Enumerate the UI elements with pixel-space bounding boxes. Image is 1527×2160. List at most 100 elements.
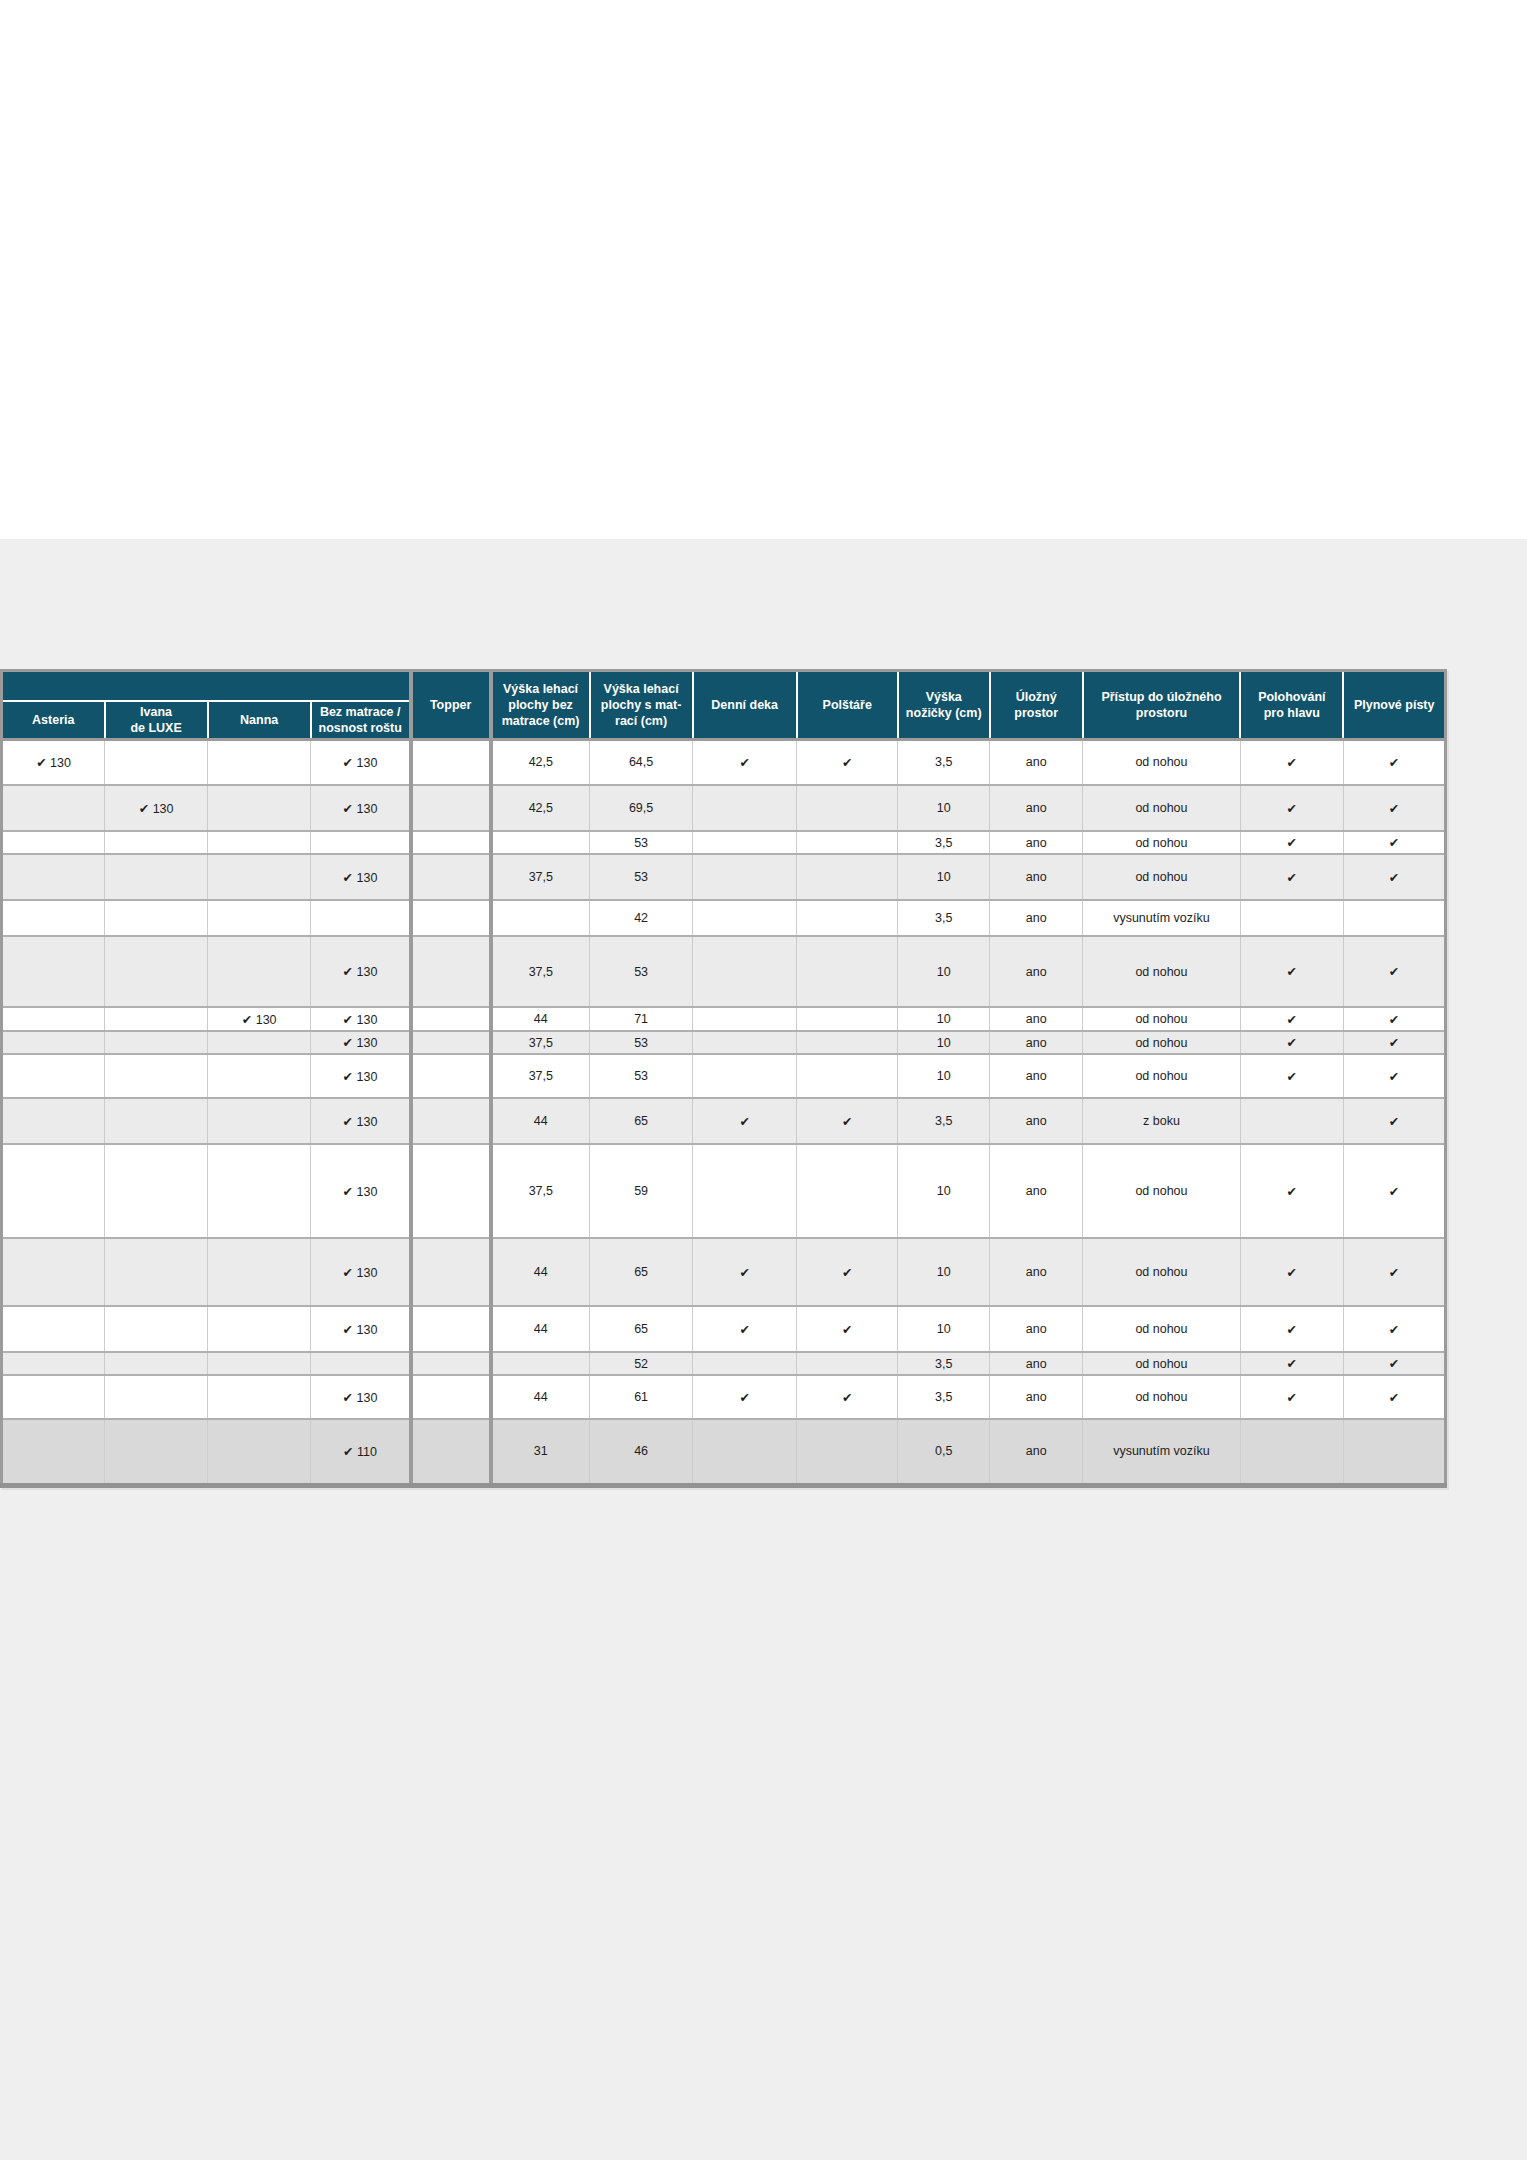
cell-ivana: ✔ 130 <box>105 785 208 831</box>
cell-polohovani <box>1240 900 1343 936</box>
cell-ulozny: ano <box>990 1144 1083 1238</box>
cell-asteria <box>2 900 105 936</box>
cell-polohovani: ✔ <box>1240 1238 1343 1306</box>
cell-asteria <box>2 1054 105 1098</box>
col-header-ulozny-prostor: Úložný prostor <box>990 671 1083 740</box>
cell-deka <box>693 1352 797 1375</box>
cell-nozicky: 10 <box>898 1144 990 1238</box>
table-row: ✔ 1304465✔✔10anood nohou✔✔ <box>2 1238 1446 1306</box>
cell-polohovani: ✔ <box>1240 831 1343 854</box>
cell-polstare <box>797 1352 898 1375</box>
cell-topper <box>411 831 491 854</box>
cell-vyska_s: 59 <box>590 1144 693 1238</box>
cell-polstare <box>797 1054 898 1098</box>
cell-asteria <box>2 1375 105 1419</box>
cell-vyska_s: 53 <box>590 854 693 900</box>
cell-ivana <box>105 1098 208 1144</box>
cell-bez: ✔ 130 <box>311 1144 411 1238</box>
cell-vyska_s: 61 <box>590 1375 693 1419</box>
cell-vyska_bez <box>491 900 590 936</box>
cell-topper <box>411 854 491 900</box>
cell-ulozny: ano <box>990 739 1083 785</box>
cell-pristup: od nohou <box>1083 1306 1241 1352</box>
cell-vyska_s: 71 <box>590 1007 693 1031</box>
table-row: ✔ 1304461✔✔3,5anood nohou✔✔ <box>2 1375 1446 1419</box>
cell-vyska_bez: 37,5 <box>491 936 590 1007</box>
cell-plynove: ✔ <box>1343 739 1445 785</box>
cell-topper <box>411 1306 491 1352</box>
cell-deka: ✔ <box>693 1238 797 1306</box>
cell-plynove: ✔ <box>1343 1144 1445 1238</box>
cell-vyska_bez: 44 <box>491 1238 590 1306</box>
cell-nanna <box>208 854 311 900</box>
cell-plynove: ✔ <box>1343 785 1445 831</box>
cell-vyska_bez <box>491 831 590 854</box>
cell-topper <box>411 1098 491 1144</box>
cell-topper <box>411 1238 491 1306</box>
col-header-nanna: Nanna <box>208 701 311 740</box>
cell-vyska_bez: 44 <box>491 1007 590 1031</box>
col-header-vyska-s-matraci: Výška lehací plochy s mat- rací (cm) <box>590 671 693 740</box>
cell-polohovani: ✔ <box>1240 1031 1343 1054</box>
cell-bez <box>311 900 411 936</box>
table-row: 523,5anood nohou✔✔ <box>2 1352 1446 1375</box>
cell-deka: ✔ <box>693 1306 797 1352</box>
table-row: ✔ 13037,55310anood nohou✔✔ <box>2 854 1446 900</box>
cell-vyska_bez: 44 <box>491 1098 590 1144</box>
cell-pristup: od nohou <box>1083 1144 1241 1238</box>
table-row: ✔ 1304465✔✔10anood nohou✔✔ <box>2 1306 1446 1352</box>
cell-plynove <box>1343 900 1445 936</box>
cell-plynove: ✔ <box>1343 831 1445 854</box>
cell-vyska_s: 65 <box>590 1098 693 1144</box>
cell-nozicky: 3,5 <box>898 1098 990 1144</box>
cell-bez: ✔ 130 <box>311 1031 411 1054</box>
cell-plynove: ✔ <box>1343 1031 1445 1054</box>
cell-asteria <box>2 831 105 854</box>
cell-ivana <box>105 831 208 854</box>
cell-deka: ✔ <box>693 1098 797 1144</box>
cell-ivana <box>105 1054 208 1098</box>
cell-deka <box>693 831 797 854</box>
cell-polohovani: ✔ <box>1240 1054 1343 1098</box>
cell-vyska_s: 69,5 <box>590 785 693 831</box>
cell-bez: ✔ 130 <box>311 1375 411 1419</box>
cell-topper <box>411 1007 491 1031</box>
col-header-polstare: Polštáře <box>797 671 898 740</box>
cell-asteria <box>2 1419 105 1485</box>
cell-vyska_s: 53 <box>590 1054 693 1098</box>
cell-polohovani: ✔ <box>1240 1007 1343 1031</box>
cell-vyska_s: 53 <box>590 831 693 854</box>
cell-pristup: od nohou <box>1083 1238 1241 1306</box>
cell-deka <box>693 785 797 831</box>
cell-polstare: ✔ <box>797 739 898 785</box>
cell-deka <box>693 1007 797 1031</box>
cell-topper <box>411 1054 491 1098</box>
table-row: ✔ 13037,55910anood nohou✔✔ <box>2 1144 1446 1238</box>
table-row: ✔ 13037,55310anood nohou✔✔ <box>2 1054 1446 1098</box>
cell-nozicky: 10 <box>898 1031 990 1054</box>
cell-pristup: od nohou <box>1083 936 1241 1007</box>
table-header: Topper Výška lehací plochy bez matrace (… <box>2 671 1446 740</box>
table-row: ✔ 130✔ 130447110anood nohou✔✔ <box>2 1007 1446 1031</box>
cell-asteria <box>2 1306 105 1352</box>
cell-ulozny: ano <box>990 1419 1083 1485</box>
cell-nanna <box>208 739 311 785</box>
cell-polohovani <box>1240 1419 1343 1485</box>
cell-asteria <box>2 854 105 900</box>
cell-polohovani: ✔ <box>1240 739 1343 785</box>
cell-polstare <box>797 1144 898 1238</box>
cell-plynove: ✔ <box>1343 1238 1445 1306</box>
cell-vyska_bez <box>491 1352 590 1375</box>
cell-ivana <box>105 1419 208 1485</box>
cell-bez <box>311 1352 411 1375</box>
cell-ulozny: ano <box>990 1375 1083 1419</box>
cell-nozicky: 3,5 <box>898 1352 990 1375</box>
cell-deka <box>693 900 797 936</box>
cell-bez: ✔ 110 <box>311 1419 411 1485</box>
cell-pristup: vysunutím vozíku <box>1083 900 1241 936</box>
document-page: Topper Výška lehací plochy bez matrace (… <box>0 0 1527 2160</box>
cell-ivana <box>105 936 208 1007</box>
cell-topper <box>411 936 491 1007</box>
cell-vyska_s: 53 <box>590 1031 693 1054</box>
cell-asteria <box>2 1352 105 1375</box>
